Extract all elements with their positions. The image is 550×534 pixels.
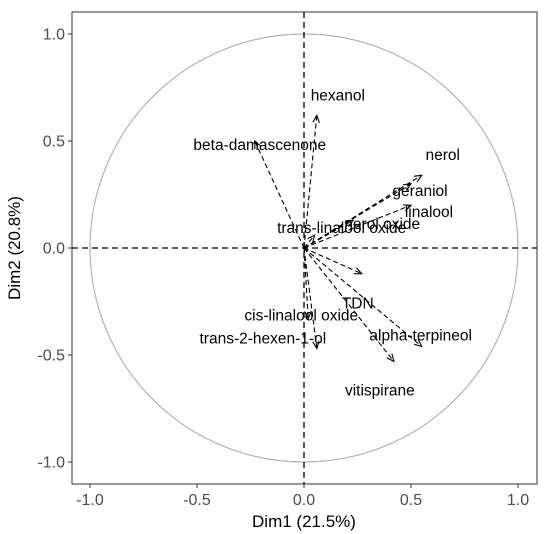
y-tick-label: 0.0 bbox=[43, 241, 65, 258]
variable-label: trans-2-hexen-1-ol bbox=[200, 331, 327, 348]
variable-arrowhead bbox=[254, 139, 262, 150]
variable-label: trans-linalool oxide bbox=[277, 220, 406, 237]
x-axis-title: Dim1 (21.5%) bbox=[252, 512, 356, 531]
y-tick-label: -1.0 bbox=[37, 455, 65, 472]
variable-arrowhead bbox=[312, 113, 320, 124]
variable-label: nerol oxide bbox=[344, 216, 420, 233]
y-axis-title: Dim2 (20.8%) bbox=[5, 196, 24, 300]
variable-arrow bbox=[303, 234, 316, 249]
variable-arrowhead bbox=[345, 219, 355, 227]
variable-label: nerol bbox=[425, 147, 459, 164]
variable-label: geraniol bbox=[392, 183, 447, 200]
variable-arrowhead bbox=[353, 267, 364, 275]
variable-arrow bbox=[303, 247, 363, 275]
variable-arrow bbox=[303, 204, 412, 249]
variable-label: TDN bbox=[342, 296, 374, 313]
variable-label: linalool bbox=[405, 204, 453, 221]
variable-arrow bbox=[303, 247, 318, 349]
y-tick-label: 1.0 bbox=[43, 27, 65, 44]
variable-arrowhead bbox=[312, 340, 320, 350]
variable-label: beta-damascenone bbox=[193, 137, 326, 154]
variable-arrow bbox=[303, 115, 318, 249]
variable-label: hexanol bbox=[311, 87, 365, 104]
variable-arrow bbox=[303, 247, 423, 347]
x-tick-label: -1.0 bbox=[76, 492, 104, 509]
variable-label: alpha-terpineol bbox=[369, 327, 472, 344]
variable-arrow bbox=[303, 247, 395, 362]
variable-arrow bbox=[303, 174, 422, 249]
x-tick-label: 0.5 bbox=[400, 492, 422, 509]
y-tick-label: 0.5 bbox=[43, 134, 65, 151]
variable-arrowhead bbox=[307, 234, 316, 244]
variable-arrow bbox=[254, 140, 305, 249]
variable-arrowhead bbox=[413, 174, 423, 183]
variable-arrowhead bbox=[304, 310, 312, 320]
variable-arrowhead bbox=[402, 204, 413, 212]
variable-arrow bbox=[303, 219, 354, 249]
variable-arrowhead bbox=[413, 339, 423, 348]
variable-arrowhead bbox=[402, 183, 413, 191]
variable-arrow bbox=[303, 247, 309, 319]
x-tick-label: 1.0 bbox=[507, 492, 529, 509]
y-tick-label: -0.5 bbox=[37, 348, 65, 365]
variable-arrowhead bbox=[386, 353, 395, 363]
x-tick-label: 0.0 bbox=[293, 492, 315, 509]
variable-label: cis-linalool oxide bbox=[244, 308, 358, 325]
variable-label: vitispirane bbox=[345, 382, 415, 399]
x-tick-label: -0.5 bbox=[183, 492, 211, 509]
